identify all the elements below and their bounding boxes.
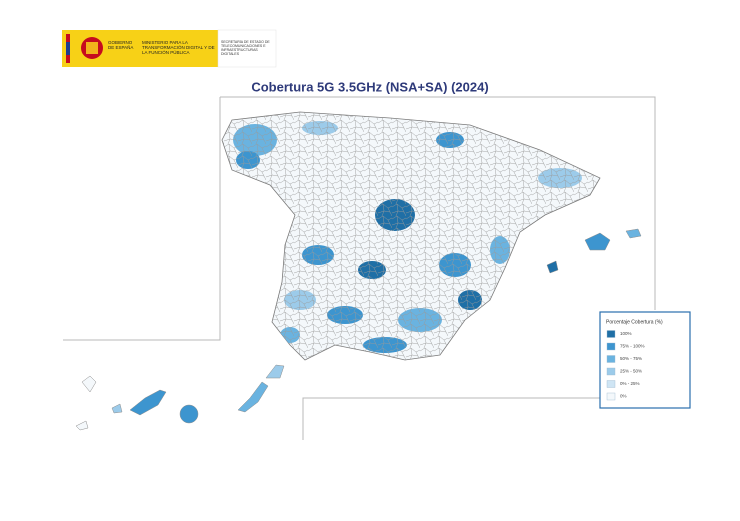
flag-stripe <box>66 42 70 55</box>
island <box>625 228 642 239</box>
logo: GOBIERNO DE ESPAÑA MINISTERIO PARA LA TR… <box>62 29 277 68</box>
island <box>237 381 269 413</box>
island <box>265 364 285 379</box>
island <box>81 375 97 393</box>
legend-swatch <box>606 355 616 363</box>
legend-label: 75% - 100% <box>620 344 645 349</box>
legend-swatch <box>606 330 616 338</box>
government-text: GOBIERNO DE ESPAÑA <box>108 40 134 50</box>
island <box>179 404 199 424</box>
canary-islands <box>75 364 285 431</box>
legend-label: 50% - 75% <box>620 356 642 361</box>
secretariat-text: SECRETARÍA DE ESTADO DE TELECOMUNICACION… <box>221 40 270 56</box>
legend-swatch <box>606 342 616 351</box>
island <box>111 403 123 414</box>
island <box>75 420 89 431</box>
secretariat-box: SECRETARÍA DE ESTADO DE TELECOMUNICACION… <box>221 40 270 56</box>
legend-swatch <box>606 392 616 401</box>
coat-of-arms <box>86 42 98 54</box>
government-box: GOBIERNO DE ESPAÑA <box>108 40 134 50</box>
ministry-text: MINISTERIO PARA LA TRANSFORMACIÓN DIGITA… <box>142 40 215 55</box>
legend-swatch <box>606 380 616 388</box>
legend-title: Porcentaje Cobertura (%) <box>606 319 663 325</box>
legend-swatch <box>606 367 616 376</box>
legend-label: 100% <box>620 331 632 336</box>
island <box>129 389 167 416</box>
map-title: Cobertura 5G 3.5GHz (NSA+SA) (2024) <box>251 79 488 94</box>
island <box>584 232 611 251</box>
municipality-mesh <box>222 112 600 360</box>
frame-line <box>302 397 600 440</box>
frame-line <box>220 96 656 310</box>
map-frame <box>63 96 656 440</box>
ministry-box: MINISTERIO PARA LA TRANSFORMACIÓN DIGITA… <box>142 40 215 55</box>
logo-secretariat-box <box>217 29 277 68</box>
legend-label: 0% <box>620 394 627 399</box>
legend: Porcentaje Cobertura (%) 100% 75% - 100% 5… <box>599 311 691 409</box>
legend-label: 25% - 50% <box>620 369 642 374</box>
island <box>546 260 559 274</box>
balearic-islands <box>546 228 642 274</box>
peninsula <box>221 111 601 361</box>
legend-label: 0% - 25% <box>620 381 640 386</box>
frame-line <box>63 97 221 341</box>
coverage-areas <box>222 112 600 360</box>
